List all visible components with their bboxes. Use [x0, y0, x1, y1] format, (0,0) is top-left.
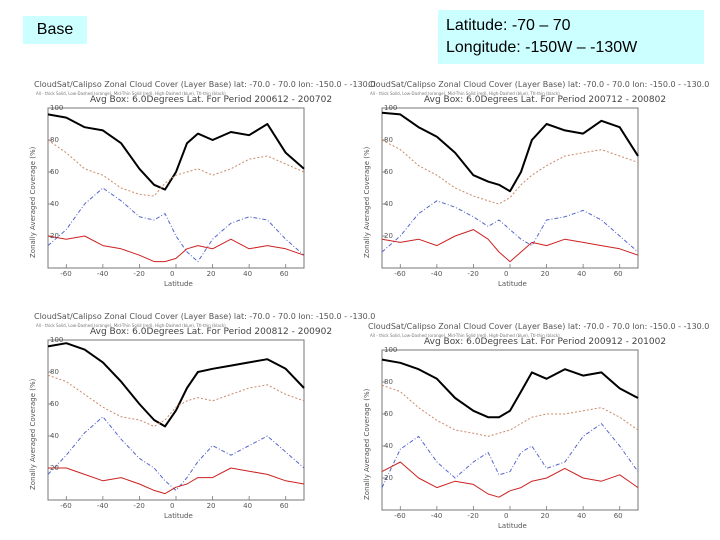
y-tick-label: 20 [384, 232, 393, 240]
chart-legend-text: All - thick Solid, Low-Dashed (orange), … [36, 91, 226, 96]
chart-svg [47, 339, 305, 501]
x-tick-label: 20 [206, 502, 216, 510]
series-line-all [47, 113, 305, 191]
base-label: Base [23, 16, 87, 44]
x-tick-label: 60 [613, 270, 623, 278]
x-tick-label: 60 [279, 502, 289, 510]
series-line-high [381, 200, 639, 253]
x-tick-label: -20 [133, 502, 145, 510]
chart-subtitle: Avg Box: 6.0Degrees Lat. For Period 2008… [90, 327, 333, 337]
plot-frame [47, 339, 305, 501]
x-tick-label: -40 [430, 270, 443, 278]
x-tick-label: 40 [243, 270, 253, 278]
x-tick-label: -60 [394, 512, 406, 520]
y-axis-label: Zonally Averaged Coverage (%) [29, 378, 37, 490]
x-axis-label: Latitude [164, 512, 193, 520]
x-tick-label: -60 [60, 502, 72, 510]
series-line-low [47, 374, 305, 427]
y-tick-label: 20 [384, 474, 393, 482]
chart-svg [47, 107, 305, 269]
y-tick-label: 60 [50, 168, 59, 176]
chart-svg [381, 349, 639, 511]
y-tick-label: 40 [384, 200, 393, 208]
chart-title: CloudSat/Calipso Zonal Cloud Cover (Laye… [368, 322, 710, 331]
y-tick-label: 40 [384, 442, 393, 450]
x-tick-label: 60 [613, 512, 623, 520]
y-tick-label: 80 [50, 136, 59, 144]
latitude-range: Latitude: -70 – 70 [446, 17, 571, 34]
plot-frame [47, 107, 305, 269]
y-axis-label: Zonally Averaged Coverage (%) [29, 146, 37, 258]
x-tick-label: 0 [504, 270, 509, 278]
y-tick-label: 60 [384, 410, 393, 418]
y-tick-label: 100 [384, 104, 398, 112]
y-tick-label: 80 [50, 368, 59, 376]
x-tick-label: 0 [170, 502, 175, 510]
series-line-mid [381, 461, 639, 498]
x-tick-label: 60 [279, 270, 289, 278]
chart-panel-1: CloudSat/Calipso Zonal Cloud Cover (Laye… [28, 78, 375, 293]
y-tick-label: 20 [50, 232, 59, 240]
y-tick-label: 100 [50, 336, 64, 344]
x-tick-label: 20 [540, 270, 550, 278]
x-tick-label: -20 [133, 270, 145, 278]
chart-title: CloudSat/Calipso Zonal Cloud Cover (Laye… [34, 80, 376, 89]
series-line-high [47, 416, 305, 491]
chart-subtitle: Avg Box: 6.0Degrees Lat. For Period 2007… [424, 95, 667, 105]
series-line-all [381, 358, 639, 419]
chart-svg [381, 107, 639, 269]
x-tick-label: -40 [96, 502, 109, 510]
x-tick-label: -60 [60, 270, 72, 278]
y-tick-label: 40 [50, 432, 59, 440]
y-tick-label: 40 [50, 200, 59, 208]
x-tick-label: -20 [467, 270, 479, 278]
chart-title: CloudSat/Calipso Zonal Cloud Cover (Laye… [34, 312, 376, 321]
series-line-low [47, 139, 305, 197]
y-axis-label: Zonally Averaged Coverage (%) [363, 146, 371, 258]
x-tick-label: -20 [467, 512, 479, 520]
longitude-range: Longitude: -150W – -130W [446, 39, 638, 56]
plot-frame [381, 349, 639, 511]
x-tick-label: -40 [430, 512, 443, 520]
region-info-box: Latitude: -70 – 70 Longitude: -150W – -1… [438, 10, 704, 64]
x-tick-label: 40 [577, 512, 587, 520]
chart-legend-text: All - thick Solid, Low-Dashed (orange), … [370, 333, 560, 338]
x-axis-label: Latitude [498, 522, 527, 530]
chart-legend-text: All - thick Solid, Low-Dashed (orange), … [36, 323, 226, 328]
x-tick-label: -60 [394, 270, 406, 278]
chart-title: CloudSat/Calipso Zonal Cloud Cover (Laye… [368, 80, 710, 89]
y-tick-label: 80 [384, 378, 393, 386]
series-line-low [381, 139, 639, 205]
y-tick-label: 60 [384, 168, 393, 176]
series-line-mid [381, 229, 639, 263]
chart-subtitle: Avg Box: 6.0Degrees Lat. For Period 2009… [424, 337, 667, 347]
chart-panel-4: CloudSat/Calipso Zonal Cloud Cover (Laye… [362, 320, 709, 535]
series-line-all [47, 342, 305, 428]
y-tick-label: 100 [50, 104, 64, 112]
series-line-all [381, 111, 639, 193]
chart-panel-2: CloudSat/Calipso Zonal Cloud Cover (Laye… [362, 78, 709, 293]
x-axis-label: Latitude [498, 280, 527, 288]
plot-frame [381, 107, 639, 269]
x-tick-label: 40 [577, 270, 587, 278]
x-tick-label: 20 [540, 512, 550, 520]
x-tick-label: -40 [96, 270, 109, 278]
y-tick-label: 60 [50, 400, 59, 408]
y-tick-label: 80 [384, 136, 393, 144]
series-line-high [381, 423, 639, 488]
x-tick-label: 40 [243, 502, 253, 510]
series-line-high [47, 187, 305, 263]
chart-panel-3: CloudSat/Calipso Zonal Cloud Cover (Laye… [28, 310, 375, 525]
chart-subtitle: Avg Box: 6.0Degrees Lat. For Period 2006… [90, 95, 333, 105]
chart-legend-text: All - thick Solid, Low-Dashed (orange), … [370, 91, 560, 96]
x-tick-label: 0 [170, 270, 175, 278]
y-axis-label: Zonally Averaged Coverage (%) [363, 388, 371, 500]
series-line-mid [47, 235, 305, 263]
series-line-mid [48, 467, 305, 495]
y-tick-label: 100 [384, 346, 398, 354]
x-axis-label: Latitude [164, 280, 193, 288]
x-tick-label: 20 [206, 270, 216, 278]
x-tick-label: 0 [504, 512, 509, 520]
y-tick-label: 20 [50, 464, 59, 472]
